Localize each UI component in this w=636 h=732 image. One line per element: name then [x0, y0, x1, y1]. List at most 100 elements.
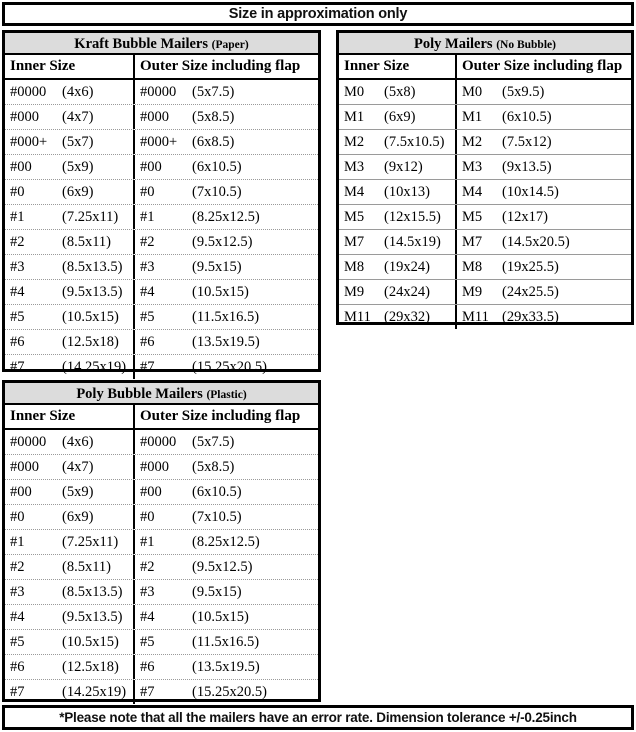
inner-size-code: #7 [10, 684, 25, 700]
outer-size-code: #4 [140, 284, 155, 300]
cell-inner-size: M11 (29x32) [339, 305, 457, 329]
cell-inner-size: #0 (6x9) [5, 180, 135, 204]
outer-size-dimensions: (7x10.5) [192, 509, 242, 525]
cell-outer-size: #4 (10.5x15) [135, 605, 318, 629]
outer-size-code: #0000 [140, 434, 177, 450]
cell-outer-size: #000 (5x8.5) [135, 455, 318, 479]
outer-size-dimensions: (7.5x12) [502, 134, 552, 150]
table-title-poly-bubble: Poly Bubble Mailers (Plastic) [5, 383, 318, 405]
table-row: #4 (9.5x13.5) #4 (10.5x15) [5, 279, 318, 304]
inner-size-code: M5 [344, 209, 365, 225]
table-row: #6 (12.5x18) #6 (13.5x19.5) [5, 654, 318, 679]
inner-size-dimensions: (8.5x11) [62, 234, 111, 250]
cell-inner-size: #1 (7.25x11) [5, 205, 135, 229]
error-rate-footer-note: *Please note that all the mailers have a… [2, 705, 634, 730]
outer-size-code: #000 [140, 459, 169, 475]
table-row: #000 (4x7) #000 (5x8.5) [5, 454, 318, 479]
inner-size-dimensions: (29x32) [384, 309, 430, 325]
cell-outer-size: #0 (7x10.5) [135, 505, 318, 529]
table-row: #1 (7.25x11) #1 (8.25x12.5) [5, 204, 318, 229]
cell-outer-size: #7 (15.25x20.5) [135, 680, 318, 704]
cell-outer-size: #0000 (5x7.5) [135, 430, 318, 454]
outer-size-code: #0 [140, 509, 155, 525]
inner-size-dimensions: (14.25x19) [62, 359, 127, 375]
outer-size-code: #000 [140, 109, 169, 125]
outer-size-code: M8 [462, 259, 483, 275]
inner-size-code: #7 [10, 359, 25, 375]
table-body-poly: M0 (5x8) M0 (5x9.5) M1 (6x9) M1 (6x10.5) M2 (7.5x… [339, 80, 631, 329]
inner-size-code: #000 [10, 459, 39, 475]
inner-size-dimensions: (10.5x15) [62, 634, 119, 650]
cell-inner-size: M1 (6x9) [339, 105, 457, 129]
outer-size-dimensions: (10x14.5) [502, 184, 559, 200]
cell-outer-size: M9 (24x25.5) [457, 280, 631, 304]
table-title-sub: (No Bubble) [496, 39, 556, 51]
inner-size-code: M8 [344, 259, 365, 275]
outer-size-code: #2 [140, 559, 155, 575]
cell-inner-size: #00 (5x9) [5, 480, 135, 504]
table-kraft-bubble-mailers: Kraft Bubble Mailers (Paper) Inner Size … [2, 30, 321, 379]
outer-size-code: M7 [462, 234, 483, 250]
table-row: #5 (10.5x15) #5 (11.5x16.5) [5, 304, 318, 329]
inner-size-dimensions: (5x7) [62, 134, 94, 150]
inner-size-code: #1 [10, 534, 25, 550]
cell-outer-size: #6 (13.5x19.5) [135, 655, 318, 679]
cell-inner-size: M2 (7.5x10.5) [339, 130, 457, 154]
outer-size-code: M1 [462, 109, 483, 125]
inner-size-code: #00 [10, 484, 32, 500]
cell-outer-size: #000+ (6x8.5) [135, 130, 318, 154]
outer-size-dimensions: (5x9.5) [502, 84, 545, 100]
inner-size-dimensions: (8.5x13.5) [62, 259, 123, 275]
outer-size-code: #0 [140, 184, 155, 200]
cell-inner-size: M7 (14.5x19) [339, 230, 457, 254]
outer-size-dimensions: (6x10.5) [192, 159, 242, 175]
size-approximation-banner: Size in approximation only [2, 2, 634, 26]
table-row: M5 (12x15.5) M5 (12x17) [339, 204, 631, 229]
cell-outer-size: #6 (13.5x19.5) [135, 330, 318, 354]
outer-size-dimensions: (13.5x19.5) [192, 659, 260, 675]
cell-inner-size: #0 (6x9) [5, 505, 135, 529]
outer-size-dimensions: (6x8.5) [192, 134, 235, 150]
column-header-outer-size: Outer Size including flap [140, 58, 301, 74]
inner-size-code: #2 [10, 559, 25, 575]
outer-size-dimensions: (19x25.5) [502, 259, 559, 275]
column-header-inner-size: Inner Size [339, 55, 457, 78]
table-row: #6 (12.5x18) #6 (13.5x19.5) [5, 329, 318, 354]
table-body-poly-bubble: #0000 (4x6) #0000 (5x7.5) #000 (4x7) #000 (5x8.… [5, 430, 318, 704]
cell-inner-size: M8 (19x24) [339, 255, 457, 279]
inner-size-dimensions: (8.5x13.5) [62, 584, 123, 600]
table-row: M1 (6x9) M1 (6x10.5) [339, 104, 631, 129]
outer-size-code: M3 [462, 159, 483, 175]
outer-size-dimensions: (10.5x15) [192, 609, 249, 625]
table-title-sub: (Paper) [211, 39, 249, 51]
outer-size-code: #5 [140, 309, 155, 325]
cell-inner-size: #0000 (4x6) [5, 80, 135, 104]
inner-size-code: #4 [10, 284, 25, 300]
outer-size-code: #00 [140, 159, 162, 175]
outer-size-dimensions: (14.5x20.5) [502, 234, 570, 250]
cell-outer-size: #5 (11.5x16.5) [135, 305, 318, 329]
table-row: #00 (5x9) #00 (6x10.5) [5, 154, 318, 179]
cell-outer-size: #3 (9.5x15) [135, 580, 318, 604]
inner-size-dimensions: (12.5x18) [62, 334, 119, 350]
cell-outer-size: #3 (9.5x15) [135, 255, 318, 279]
cell-inner-size: #000+ (5x7) [5, 130, 135, 154]
inner-size-code: #6 [10, 659, 25, 675]
cell-inner-size: #3 (8.5x13.5) [5, 255, 135, 279]
cell-outer-size: M3 (9x13.5) [457, 155, 631, 179]
cell-outer-size: #7 (15.25x20.5) [135, 355, 318, 379]
inner-size-dimensions: (9.5x13.5) [62, 284, 123, 300]
cell-outer-size: M2 (7.5x12) [457, 130, 631, 154]
cell-outer-size: #2 (9.5x12.5) [135, 230, 318, 254]
outer-size-code: #3 [140, 584, 155, 600]
table-title-main: Poly Bubble Mailers [76, 386, 203, 402]
footer-note-text: *Please note that all the mailers have a… [59, 710, 577, 725]
outer-size-dimensions: (10.5x15) [192, 284, 249, 300]
outer-size-code: M0 [462, 84, 483, 100]
inner-size-code: M4 [344, 184, 365, 200]
cell-inner-size: #5 (10.5x15) [5, 305, 135, 329]
outer-size-dimensions: (9.5x15) [192, 259, 242, 275]
inner-size-code: #2 [10, 234, 25, 250]
inner-size-dimensions: (4x6) [62, 84, 94, 100]
cell-inner-size: #0000 (4x6) [5, 430, 135, 454]
